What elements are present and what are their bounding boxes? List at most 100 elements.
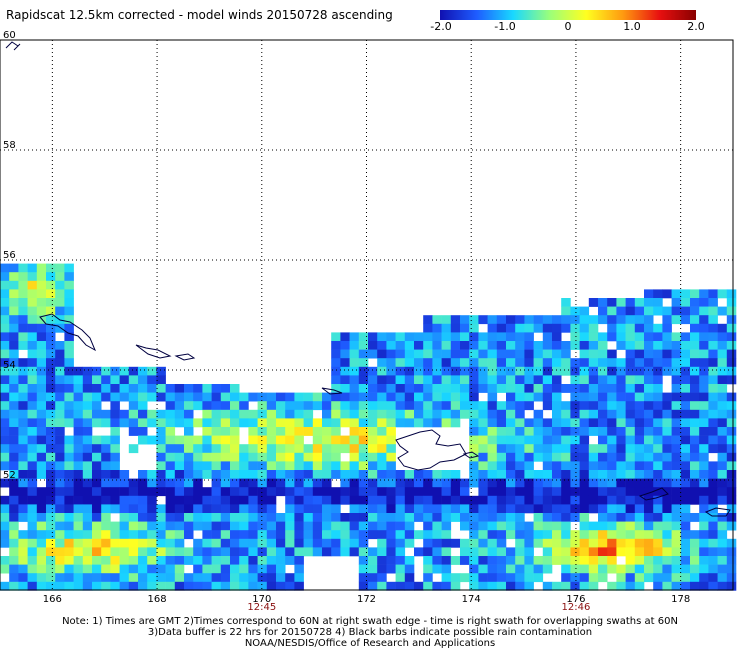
wind-cell <box>423 564 433 574</box>
wind-cell <box>358 409 369 419</box>
wind-cell <box>220 461 231 471</box>
wind-cell <box>101 452 111 462</box>
wind-cell <box>598 452 608 462</box>
wind-cell <box>533 538 544 548</box>
wind-cell <box>469 461 479 471</box>
wind-cell <box>726 323 737 333</box>
wind-cell <box>36 495 47 505</box>
wind-cell <box>386 564 396 574</box>
wind-cell <box>708 332 718 342</box>
wind-cell <box>717 349 728 359</box>
wind-cell <box>248 547 258 557</box>
wind-cell <box>174 409 185 419</box>
wind-cell <box>349 427 360 436</box>
wind-cell <box>487 349 498 359</box>
wind-cell <box>496 521 507 531</box>
pass-time-label: 12:45 <box>247 602 276 613</box>
wind-cell <box>358 495 369 505</box>
wind-cell <box>662 435 672 445</box>
wind-cell <box>515 332 525 342</box>
wind-cell <box>322 521 332 531</box>
wind-cell <box>552 470 562 479</box>
wind-cell <box>0 306 10 316</box>
wind-cell <box>662 504 672 514</box>
wind-cell <box>156 487 166 497</box>
note-line-2: 3)Data buffer is 22 hrs for 20150728 4) … <box>147 627 593 638</box>
wind-cell <box>598 538 608 548</box>
wind-cell <box>533 564 544 574</box>
wind-cell <box>266 556 277 565</box>
wind-cell <box>570 495 580 505</box>
wind-cell <box>634 332 645 342</box>
wind-cell <box>515 547 525 557</box>
wind-cell <box>46 298 56 307</box>
wind-cell <box>101 444 111 454</box>
wind-cell <box>708 573 718 583</box>
wind-cell <box>202 504 212 514</box>
wind-cell <box>340 470 350 479</box>
wind-cell <box>46 280 56 290</box>
coastline-island <box>395 429 467 471</box>
wind-cell <box>487 513 498 522</box>
wind-cell <box>18 323 28 333</box>
wind-cell <box>46 418 56 428</box>
wind-cell <box>82 513 93 522</box>
wind-cell <box>138 538 148 548</box>
wind-cell <box>726 392 737 402</box>
wind-cell <box>579 530 590 540</box>
wind-cell <box>662 547 672 557</box>
wind-cell <box>524 366 534 376</box>
wind-cell <box>616 581 626 591</box>
wind-cell <box>552 409 562 419</box>
wind-cell <box>690 409 700 419</box>
wind-cell <box>340 547 350 557</box>
wind-cell <box>552 581 562 591</box>
wind-cell <box>469 547 479 557</box>
wind-cell <box>478 375 488 385</box>
wind-cell <box>27 384 38 393</box>
wind-cell <box>294 418 304 428</box>
wind-cell <box>0 392 10 402</box>
wind-cell <box>653 495 663 505</box>
wind-cell <box>414 384 424 393</box>
wind-cell <box>662 521 672 531</box>
wind-cell <box>644 513 654 522</box>
wind-cell <box>469 556 479 565</box>
wind-cell <box>119 470 130 479</box>
wind-cell <box>0 538 10 548</box>
wind-cell <box>552 349 562 359</box>
wind-cell <box>561 452 571 462</box>
wind-cell <box>230 470 240 479</box>
wind-cell <box>193 564 203 574</box>
wind-cell <box>211 384 222 393</box>
wind-cell <box>662 573 672 583</box>
wind-cell <box>561 461 571 471</box>
wind-cell <box>266 478 277 488</box>
wind-cell <box>469 323 479 333</box>
wind-cell <box>404 375 415 385</box>
wind-cell <box>294 401 304 411</box>
wind-cell <box>64 341 74 350</box>
wind-cell <box>570 306 580 316</box>
wind-cell <box>634 323 645 333</box>
wind-cell <box>634 573 645 583</box>
wind-cell <box>9 341 19 350</box>
wind-cell <box>634 418 645 428</box>
wind-cell <box>92 435 102 445</box>
wind-cell <box>165 573 176 583</box>
wind-cell <box>174 461 185 471</box>
wind-cell <box>570 384 580 393</box>
wind-cell <box>119 547 130 557</box>
wind-cell <box>386 478 396 488</box>
wind-cell <box>653 392 663 402</box>
wind-cell <box>46 306 56 316</box>
wind-cell <box>138 556 148 565</box>
wind-cell <box>671 315 682 325</box>
wind-cell <box>598 366 608 376</box>
wind-cell <box>64 323 74 333</box>
wind-cell <box>276 547 286 557</box>
wind-cell <box>73 409 84 419</box>
wind-cell <box>469 418 479 428</box>
wind-cell <box>625 418 636 428</box>
